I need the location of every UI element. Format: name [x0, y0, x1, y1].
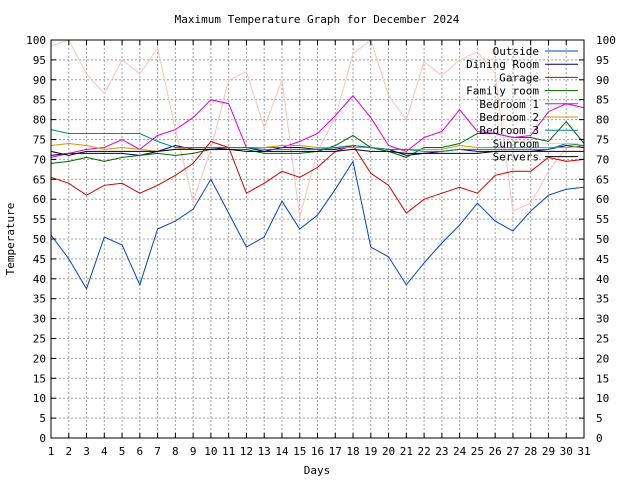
- y-tick-label-left: 5: [39, 412, 46, 425]
- x-tick-label: 3: [83, 445, 90, 458]
- y-tick-label-left: 80: [33, 114, 46, 127]
- y-tick-label-right: 95: [596, 54, 609, 67]
- x-tick-label: 13: [258, 445, 271, 458]
- y-tick-label-right: 45: [596, 253, 609, 266]
- legend-label: Dining Room: [466, 58, 539, 71]
- legend-label: Bedroom 3: [479, 124, 539, 137]
- y-tick-label-left: 90: [33, 74, 46, 87]
- y-tick-label-left: 25: [33, 333, 46, 346]
- x-tick-label: 7: [154, 445, 161, 458]
- x-tick-label: 15: [293, 445, 306, 458]
- legend-label: Sunroom: [493, 137, 540, 150]
- y-tick-label-right: 15: [596, 372, 609, 385]
- x-tick-label: 21: [400, 445, 413, 458]
- legend-label: Servers: [493, 151, 539, 164]
- x-tick-label: 19: [364, 445, 377, 458]
- y-tick-label-right: 55: [596, 213, 609, 226]
- x-tick-label: 28: [524, 445, 537, 458]
- x-axis-label: Days: [304, 464, 331, 477]
- y-tick-label-right: 50: [596, 233, 609, 246]
- y-tick-label-right: 60: [596, 193, 609, 206]
- y-tick-label-left: 55: [33, 213, 46, 226]
- legend-label: Outside: [493, 45, 539, 58]
- x-tick-label: 12: [240, 445, 253, 458]
- y-tick-label-right: 35: [596, 293, 609, 306]
- x-tick-label: 17: [329, 445, 342, 458]
- y-tick-label-right: 25: [596, 333, 609, 346]
- series-line-bedroom-3: [50, 129, 585, 152]
- y-tick-label-right: 70: [596, 153, 609, 166]
- x-tick-label: 11: [222, 445, 235, 458]
- grid: [51, 40, 584, 438]
- y-tick-label-left: 85: [33, 94, 46, 107]
- series-line-bedroom-2: [50, 142, 585, 152]
- y-tick-label-left: 20: [33, 352, 46, 365]
- x-tick-label: 31: [577, 445, 590, 458]
- x-tick-label: 27: [506, 445, 519, 458]
- y-tick-label-left: 40: [33, 273, 46, 286]
- y-tick-label-right: 0: [596, 432, 603, 445]
- y-tick-label-left: 50: [33, 233, 46, 246]
- y-tick-label-right: 20: [596, 352, 609, 365]
- legend-label: Family room: [466, 85, 539, 98]
- y-tick-label-left: 75: [33, 134, 46, 147]
- series-line-outside: [50, 160, 585, 290]
- y-tick-label-left: 95: [33, 54, 46, 67]
- legend-label: Bedroom 2: [479, 111, 539, 124]
- series-lines: [50, 39, 585, 290]
- x-tick-label: 16: [311, 445, 324, 458]
- x-tick-label: 18: [346, 445, 359, 458]
- x-tick-label: 1: [48, 445, 55, 458]
- y-tick-label-right: 30: [596, 313, 609, 326]
- x-tick-label: 26: [489, 445, 502, 458]
- y-tick-label-left: 30: [33, 313, 46, 326]
- y-tick-label-left: 15: [33, 372, 46, 385]
- legend-label: Bedroom 1: [479, 98, 539, 111]
- x-tick-label: 25: [471, 445, 484, 458]
- x-tick-label: 6: [137, 445, 144, 458]
- y-tick-label-right: 65: [596, 173, 609, 186]
- y-tick-label-right: 90: [596, 74, 609, 87]
- y-tick-label-right: 80: [596, 114, 609, 127]
- x-tick-label: 22: [417, 445, 430, 458]
- y-axis-label: Temperature: [4, 203, 17, 276]
- x-tick-label: 8: [172, 445, 179, 458]
- y-tick-label-left: 35: [33, 293, 46, 306]
- y-tick-label-left: 65: [33, 173, 46, 186]
- y-tick-label-right: 75: [596, 134, 609, 147]
- x-tick-label: 4: [101, 445, 108, 458]
- y-tick-label-left: 100: [26, 34, 46, 47]
- x-tick-label: 5: [119, 445, 126, 458]
- x-tick-label: 23: [435, 445, 448, 458]
- y-tick-label-right: 100: [596, 34, 616, 47]
- series-line-servers: [50, 148, 584, 156]
- axis-ticks: 1 2 3 4 5 6 7 8 9 10 11 12 13 14 15 16 17 18 19 20 21 22 23 24 2…: [26, 34, 616, 458]
- y-tick-label-right: 5: [596, 412, 603, 425]
- x-tick-label: 20: [382, 445, 395, 458]
- y-tick-label-left: 0: [39, 432, 46, 445]
- y-tick-label-right: 10: [596, 392, 609, 405]
- x-tick-label: 24: [453, 445, 467, 458]
- y-tick-label-right: 85: [596, 94, 609, 107]
- x-tick-label: 29: [542, 445, 555, 458]
- y-tick-label-left: 60: [33, 193, 46, 206]
- x-tick-label: 14: [275, 445, 289, 458]
- x-tick-label: 9: [190, 445, 197, 458]
- x-tick-label: 10: [204, 445, 217, 458]
- y-tick-label-left: 45: [33, 253, 46, 266]
- legend-label: Garage: [499, 71, 539, 84]
- y-tick-label-right: 40: [596, 273, 609, 286]
- series-line-garage: [50, 140, 585, 214]
- y-tick-label-left: 70: [33, 153, 46, 166]
- x-tick-label: 2: [65, 445, 72, 458]
- y-tick-label-left: 10: [33, 392, 46, 405]
- x-tick-label: 30: [560, 445, 573, 458]
- chart-title: Maximum Temperature Graph for December 2…: [175, 13, 460, 26]
